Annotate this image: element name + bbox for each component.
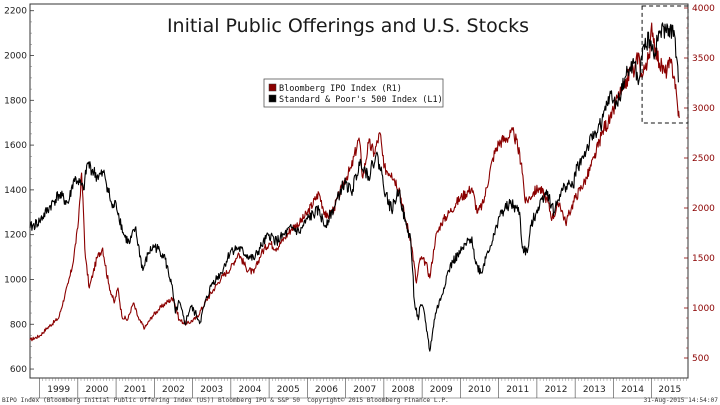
series-line-sp500 <box>29 22 679 352</box>
x-tick-label: 2006 <box>315 385 338 395</box>
footer-source: BIPO Index (Bloomberg Initial Public Off… <box>2 397 300 404</box>
y-left-tick-label: 2200 <box>4 7 27 17</box>
footer-copyright: Copyright© 2015 Bloomberg Finance L.P. <box>307 397 449 404</box>
footer-timestamp: 31-Aug-2015 14:54:07 <box>643 397 718 404</box>
x-tick-label: 2003 <box>200 385 223 395</box>
chart-footer: BIPO Index (Bloomberg Initial Public Off… <box>2 397 718 404</box>
y-right-tick-label: 2000 <box>692 204 715 214</box>
x-tick-label: 2012 <box>545 385 568 395</box>
x-tick-label: 1999 <box>47 385 70 395</box>
x-tick-label: 2008 <box>392 385 415 395</box>
x-tick-label: 2010 <box>468 385 491 395</box>
x-tick-label: 2004 <box>239 385 262 395</box>
y-right-tick-label: 3000 <box>692 104 715 114</box>
x-tick-label: 2007 <box>353 385 376 395</box>
x-tick-label: 2000 <box>85 385 108 395</box>
chart-title: Initial Public Offerings and U.S. Stocks <box>167 15 529 37</box>
x-tick-label: 2013 <box>583 385 606 395</box>
highlight-dashed-box <box>641 5 689 124</box>
legend-label-ipo: Bloomberg IPO Index (R1) <box>279 84 402 94</box>
plot-layer: 600 800 1000 1200 1400 1600 1800 2000 2200 500 100… <box>4 3 715 399</box>
legend-label-sp500: Standard & Poor's 500 Index (L1) <box>279 95 443 105</box>
x-tick-label: 2011 <box>506 385 529 395</box>
x-tick-label: 2015 <box>658 385 681 395</box>
x-tick-label: 2001 <box>124 385 147 395</box>
y-right-tick-label: 2500 <box>692 154 715 164</box>
y-left-tick-label: 1000 <box>4 275 27 285</box>
y-left-tick-label: 1600 <box>4 141 27 151</box>
x-tick-label: 2002 <box>162 385 185 395</box>
series-line-ipo-index <box>29 22 680 342</box>
y-left-tick-label: 800 <box>10 320 27 330</box>
x-tick-label: 2005 <box>277 385 300 395</box>
legend-swatch-sp500 <box>268 94 277 103</box>
y-right-tick-label: 500 <box>692 354 709 364</box>
y-right-tick-label: 3500 <box>692 54 715 64</box>
y-right-tick-label: 1500 <box>692 254 715 264</box>
y-left-tick-label: 2000 <box>4 52 27 62</box>
y-left-tick-label: 1200 <box>4 231 27 241</box>
y-left-tick-label: 1400 <box>4 186 27 196</box>
x-tick-label: 2009 <box>430 385 453 395</box>
legend-box <box>263 78 444 108</box>
chart-legend: Bloomberg IPO Index (R1) Standard & Poor… <box>263 78 444 108</box>
x-tick-label: 2014 <box>621 385 644 395</box>
y-left-tick-label: 600 <box>10 365 27 375</box>
y-right-tick-label: 1000 <box>692 304 715 314</box>
plot-frame <box>29 3 689 379</box>
legend-swatch-ipo <box>268 83 277 92</box>
y-right-tick-label: 4000 <box>692 4 715 14</box>
y-left-tick-label: 1800 <box>4 96 27 106</box>
